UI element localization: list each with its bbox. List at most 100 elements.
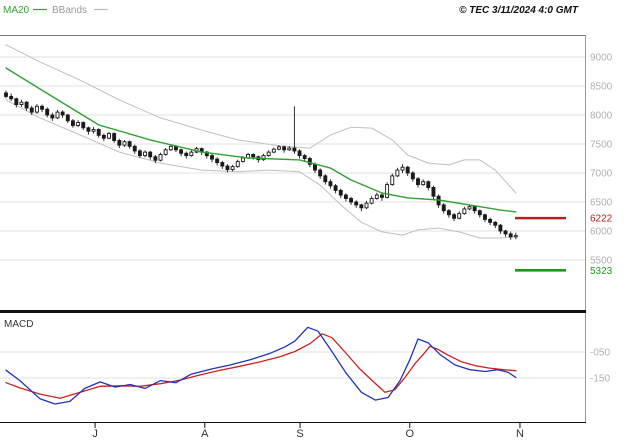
candle-body bbox=[251, 153, 256, 158]
candle-body bbox=[488, 218, 493, 223]
copyright-text: © TEC 3/11/2024 4:0 GMT bbox=[459, 5, 579, 16]
candle-body bbox=[55, 111, 60, 119]
price-axis-label: 7000 bbox=[590, 169, 613, 180]
price-axis-label: 5500 bbox=[590, 256, 613, 267]
candle-body bbox=[4, 92, 8, 97]
candle-body bbox=[410, 172, 415, 180]
candle-body bbox=[493, 221, 498, 226]
price-axis-label: 9000 bbox=[590, 53, 613, 64]
candle-body bbox=[385, 184, 390, 198]
month-label: S bbox=[296, 428, 303, 440]
candle-body bbox=[421, 181, 426, 186]
candle-body bbox=[431, 187, 436, 197]
candle-body bbox=[328, 181, 333, 187]
candle-body bbox=[374, 194, 379, 199]
candle-body bbox=[354, 201, 359, 206]
candle-body bbox=[390, 175, 395, 186]
price-axis-label: 6500 bbox=[590, 198, 613, 209]
candle-body bbox=[302, 155, 307, 159]
candle-body bbox=[405, 166, 410, 174]
candle-body bbox=[323, 175, 328, 183]
candle-body bbox=[230, 166, 235, 170]
candle-body bbox=[338, 189, 343, 196]
candle-body bbox=[349, 198, 353, 203]
candle-body bbox=[210, 155, 214, 160]
candle-body bbox=[462, 208, 467, 215]
price-axis-label: 6000 bbox=[590, 227, 613, 238]
candle-body bbox=[14, 98, 19, 106]
month-label: J bbox=[92, 428, 98, 440]
price-axis-label: 8500 bbox=[590, 82, 613, 93]
macd-pane-label: MACD bbox=[4, 319, 33, 330]
price-marker-label: 6222 bbox=[590, 214, 613, 225]
candle-body bbox=[148, 151, 153, 158]
candle-body bbox=[395, 169, 400, 177]
candle-body bbox=[446, 210, 451, 216]
bollinger-upper-line bbox=[5, 44, 517, 194]
candle-body bbox=[313, 163, 317, 171]
legend-bbands-label: BBands bbox=[52, 5, 87, 16]
candle-body bbox=[452, 214, 456, 219]
candle-body bbox=[426, 181, 431, 188]
candle-body bbox=[96, 129, 101, 136]
macd-signal-line bbox=[5, 333, 517, 399]
price-axis-label: 8000 bbox=[590, 111, 613, 122]
candle-body bbox=[189, 151, 194, 157]
candle-body bbox=[266, 151, 271, 157]
candle-body bbox=[467, 206, 472, 210]
candle-body bbox=[359, 204, 364, 209]
candle-body bbox=[107, 133, 111, 139]
candle-body bbox=[40, 105, 44, 110]
candle-body bbox=[91, 129, 96, 132]
candle-body bbox=[271, 148, 276, 153]
candle-body bbox=[292, 147, 297, 152]
candle-body bbox=[369, 198, 374, 204]
candle-body bbox=[343, 194, 348, 199]
candle-body bbox=[277, 146, 281, 150]
candle-body bbox=[70, 120, 75, 126]
candle-body bbox=[220, 162, 225, 167]
plot-area: 9000 8500 8000 7500 7000 6500 6000 5500 -050 -150… bbox=[0, 44, 613, 440]
candle-body bbox=[137, 150, 142, 157]
price-marker-label: 5323 bbox=[590, 266, 613, 277]
candle-body bbox=[225, 165, 230, 170]
candle-body bbox=[50, 114, 55, 119]
macd-fast-line bbox=[5, 326, 517, 405]
candle-body bbox=[215, 158, 220, 164]
candle-body bbox=[416, 178, 420, 186]
candle-body bbox=[122, 141, 127, 146]
bollinger-lower-line bbox=[5, 99, 517, 239]
candle-body bbox=[333, 185, 338, 191]
price-axis-label: 7500 bbox=[590, 140, 613, 151]
candle-body bbox=[184, 152, 189, 157]
candle-body bbox=[153, 156, 158, 161]
candle-body bbox=[287, 147, 292, 151]
candle-body bbox=[498, 224, 503, 232]
legend-ma20-label: MA20 bbox=[3, 5, 30, 16]
candle-body bbox=[380, 194, 384, 198]
candle-body bbox=[477, 210, 482, 216]
candle-body bbox=[503, 230, 508, 235]
candle-body bbox=[65, 114, 70, 122]
candle-body bbox=[261, 155, 266, 161]
month-label: O bbox=[405, 428, 414, 440]
price-macd-separator bbox=[0, 310, 586, 313]
candle-body bbox=[297, 150, 302, 157]
candle-body bbox=[282, 146, 287, 151]
candle-body bbox=[24, 101, 29, 109]
candle-body bbox=[45, 108, 50, 116]
candle-body bbox=[483, 214, 487, 220]
candle-body bbox=[318, 169, 323, 177]
candle-body bbox=[364, 202, 369, 209]
month-label: A bbox=[201, 428, 209, 440]
candle-body bbox=[240, 157, 245, 162]
candle-body bbox=[127, 141, 132, 147]
month-label: N bbox=[516, 428, 524, 440]
macd-axis-label: -050 bbox=[590, 348, 610, 359]
candle-body bbox=[472, 206, 477, 212]
ma20-line bbox=[5, 67, 517, 213]
candle-body bbox=[158, 153, 163, 161]
candle-body bbox=[81, 122, 86, 129]
